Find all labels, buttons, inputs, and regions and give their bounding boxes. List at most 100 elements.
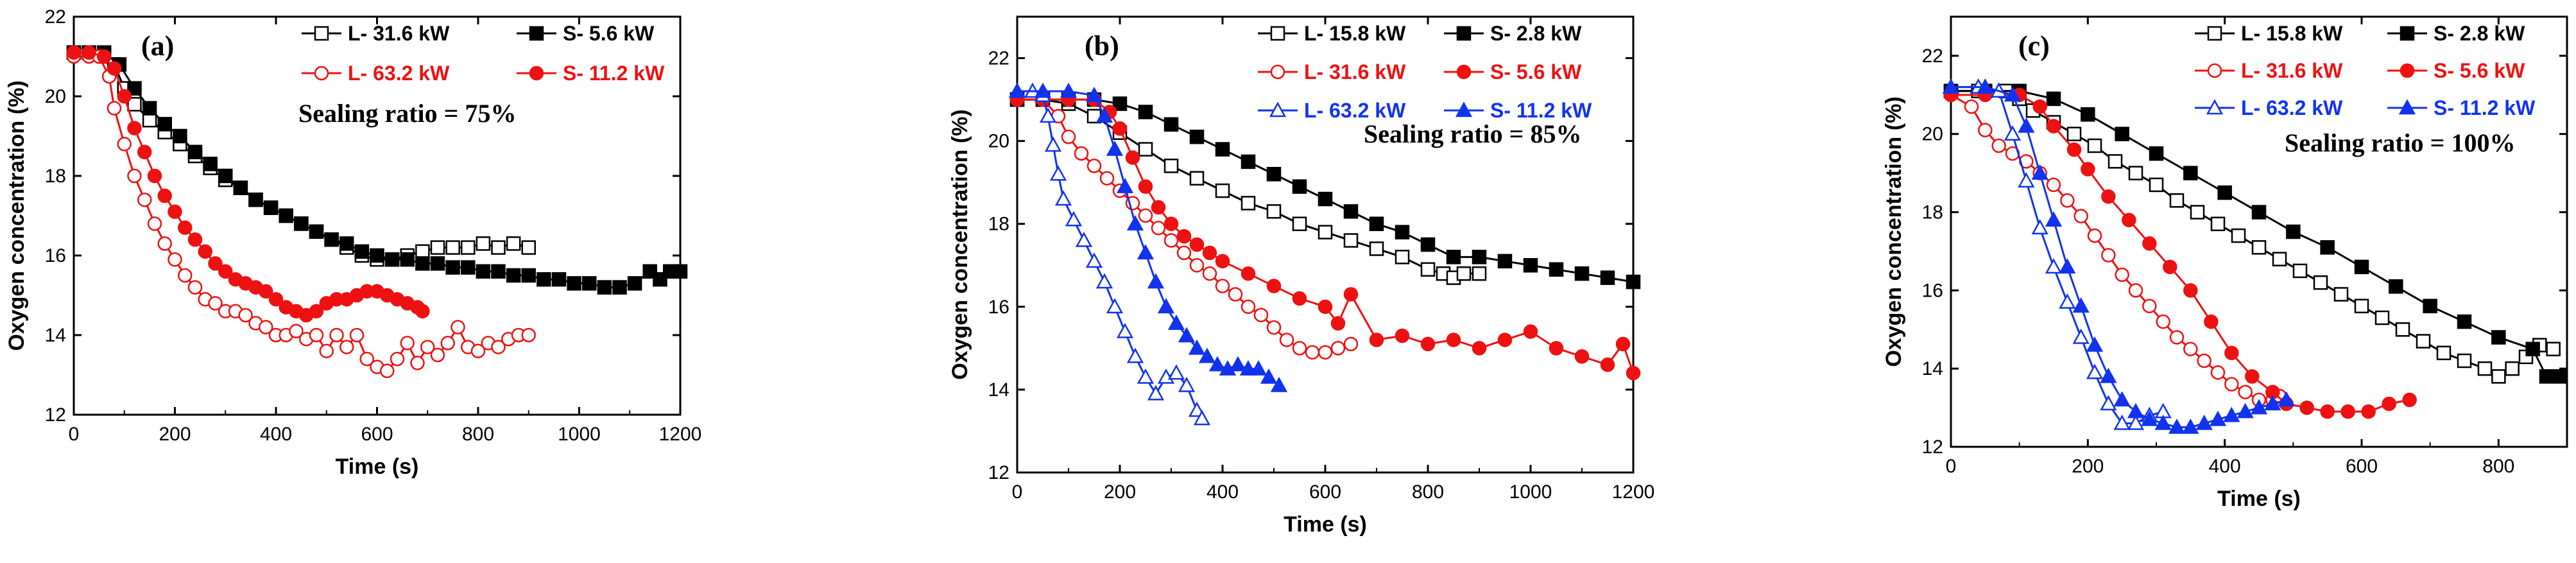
data-point (127, 81, 142, 96)
y-tick-label: 16 (1922, 280, 1943, 301)
data-point (2354, 259, 2369, 275)
legend-marker (1270, 64, 1285, 80)
data-point (390, 351, 405, 367)
data-point (2046, 177, 2061, 193)
data-point (2264, 395, 2281, 411)
data-point (2046, 119, 2061, 134)
data-point (1189, 258, 1205, 273)
data-point (2505, 361, 2520, 376)
x-tick-label: 200 (159, 424, 191, 445)
data-point (1167, 315, 1185, 330)
data-point (673, 264, 688, 279)
y-tick-label: 12 (1922, 437, 1943, 458)
y-tick-label: 20 (45, 86, 66, 107)
data-point (380, 363, 395, 379)
data-point (2195, 414, 2213, 430)
data-point (2004, 86, 2022, 102)
data-point (1229, 356, 1247, 372)
data-point (339, 340, 354, 354)
data-point (1208, 356, 1226, 372)
data-point (2491, 330, 2506, 345)
legend-label: L- 63.2 kW (1304, 99, 1406, 122)
data-point (1964, 99, 1979, 114)
data-point (2100, 367, 2117, 383)
data-point (2457, 353, 2472, 368)
data-point (1549, 262, 1564, 277)
data-point (1095, 107, 1113, 123)
data-point (2204, 314, 2219, 329)
data-point (2477, 361, 2493, 376)
legend-marker (2400, 26, 2415, 41)
data-point (2382, 396, 2396, 411)
data-point (2374, 310, 2390, 325)
data-point (612, 280, 627, 295)
data-point (2081, 107, 2095, 122)
data-point (2224, 377, 2239, 392)
series-0 (66, 45, 536, 267)
x-axis-title: Time (s) (336, 455, 419, 479)
data-point (1189, 237, 1205, 252)
data-point (248, 192, 263, 207)
legend-marker (2400, 63, 2415, 78)
data-point (2142, 236, 2157, 251)
x-tick-label: 600 (1309, 481, 1341, 503)
data-point (2250, 399, 2268, 415)
x-axis-title: Time (s) (2217, 487, 2301, 511)
data-point (2127, 414, 2145, 430)
data-point (309, 224, 324, 239)
data-point (1369, 216, 1384, 231)
data-point (2108, 154, 2123, 169)
y-tick-label: 18 (1922, 202, 1943, 223)
data-point (2127, 403, 2145, 419)
data-point (2142, 299, 2157, 313)
data-point (289, 324, 304, 339)
legend-label: L- 63.2 kW (348, 62, 450, 85)
data-point (1420, 336, 1436, 352)
data-point (2156, 314, 2170, 329)
data-point (1241, 154, 1256, 169)
data-point (1292, 216, 1307, 231)
data-point (218, 264, 233, 279)
legend-marker (314, 26, 329, 41)
data-point (1241, 196, 1256, 211)
data-point (2457, 314, 2472, 329)
x-tick-label: 1000 (1509, 481, 1552, 503)
data-point (167, 204, 182, 220)
data-point (1369, 333, 1384, 347)
data-point (309, 304, 324, 319)
data-point (451, 320, 465, 334)
y-tick-label: 20 (988, 131, 1009, 152)
legend-marker (314, 65, 329, 81)
data-point (1446, 250, 1461, 264)
data-point (1472, 266, 1487, 281)
chart-panel-0: 0 200 400 600 800 1000 1200 12 14 16 18 20 22 Time (s… (4, 6, 701, 479)
data-point (1137, 244, 1155, 260)
data-point (1239, 360, 1257, 376)
data-point (2491, 369, 2506, 384)
data-point (187, 144, 203, 160)
data-point (1049, 165, 1067, 181)
data-point (430, 256, 445, 271)
data-point (1318, 191, 1333, 207)
data-point (1065, 211, 1083, 227)
data-point (2320, 404, 2335, 419)
data-point (2087, 138, 2102, 153)
data-point (2237, 403, 2254, 419)
data-point (470, 343, 486, 359)
data-point (1600, 270, 1615, 285)
data-point (2059, 293, 2076, 309)
legend-label: L- 31.6 kW (348, 22, 450, 45)
data-point (491, 240, 506, 255)
data-point (1147, 273, 1165, 289)
series-1 (66, 45, 688, 295)
data-point (1523, 258, 1538, 273)
data-point (1420, 262, 1436, 277)
data-point (1126, 215, 1144, 230)
data-point (2072, 328, 2090, 344)
y-tick-label: 14 (988, 379, 1009, 401)
data-point (2539, 369, 2554, 384)
y-tick-label: 14 (45, 325, 66, 346)
data-point (157, 236, 172, 251)
data-point (324, 232, 339, 247)
data-point (1202, 266, 1217, 281)
